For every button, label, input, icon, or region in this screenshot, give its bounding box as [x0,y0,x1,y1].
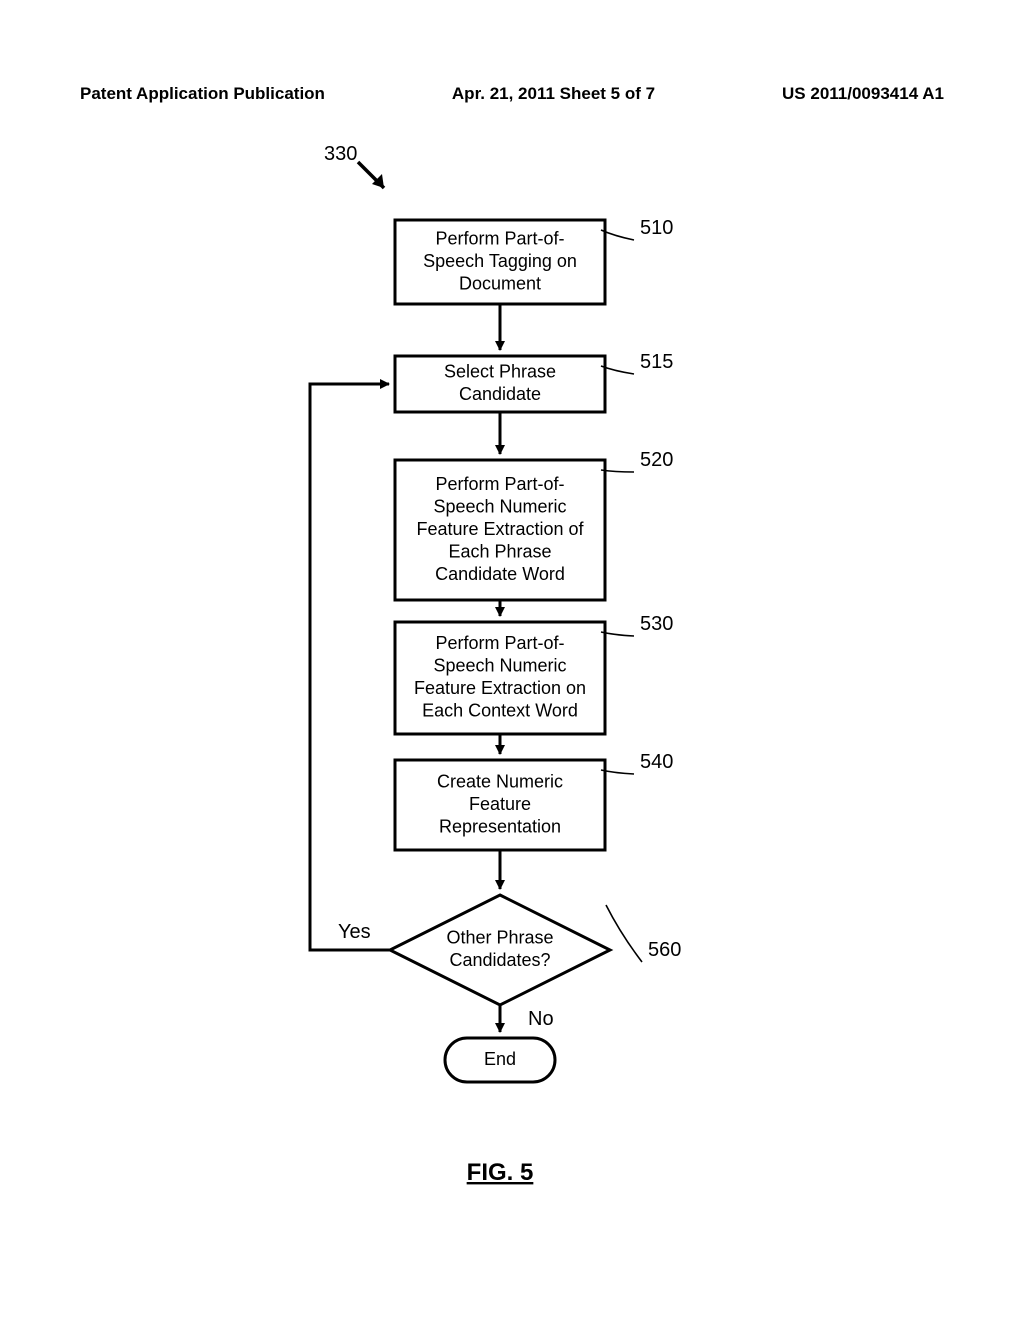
node-text: Speech Numeric [433,496,566,516]
node-text: Feature Extraction of [416,519,584,539]
node-text: Document [459,273,541,293]
flow-node-end: End [445,1038,555,1082]
node-text: Perform Part-of- [435,228,564,248]
node-text: Perform Part-of- [435,633,564,653]
edge-label: No [528,1008,554,1030]
node-text: Create Numeric [437,771,563,791]
flowchart-container: No Yes Perform Part-of- Speech Tagging onD… [0,140,1024,1240]
header-center: Apr. 21, 2011 Sheet 5 of 7 [452,84,655,104]
flow-edge [310,384,390,950]
page-header: Patent Application Publication Apr. 21, … [80,84,944,104]
node-text: Feature [469,794,531,814]
ref-label: 510 [640,217,673,239]
flow-node-n510: Perform Part-of- Speech Tagging onDocumen… [395,220,605,304]
node-text: Feature Extraction on [414,678,586,698]
edge-label: Yes [338,921,371,943]
flow-node-n520: Perform Part-of-Speech Numeric Feature Ex… [395,460,605,600]
flow-node-n530: Perform Part-of- Speech NumericFeature Ex… [395,622,605,734]
header-left: Patent Application Publication [80,84,325,104]
node-text: Perform Part-of- [435,474,564,494]
figure-label: FIG. 5 [467,1159,534,1186]
node-text: Select Phrase [444,362,556,382]
ref-label: 560 [648,939,681,961]
node-text: Each Context Word [422,701,578,721]
flow-node-n540: Create Numeric FeatureRepresentation [395,760,605,850]
node-text: Speech Numeric [433,656,566,676]
flow-node-n560: Other PhraseCandidates? [390,895,610,1005]
node-text: Candidate [459,384,541,404]
node-text: Other Phrase [446,928,553,948]
ref-label: 540 [640,751,673,773]
node-text: Candidate Word [435,564,565,584]
node-text: Representation [439,816,561,836]
node-text: Each Phrase [448,541,551,561]
node-text: Speech Tagging on [423,251,577,271]
entry-ref: 330 [324,143,357,165]
flowchart-svg: No Yes Perform Part-of- Speech Tagging onD… [0,140,1024,1240]
ref-label: 515 [640,351,673,373]
ref-label: 530 [640,613,673,635]
header-right: US 2011/0093414 A1 [782,84,944,104]
flow-node-n515: Select PhraseCandidate [395,356,605,412]
node-text: End [484,1049,516,1069]
node-text: Candidates? [449,950,550,970]
ref-label: 520 [640,449,673,471]
